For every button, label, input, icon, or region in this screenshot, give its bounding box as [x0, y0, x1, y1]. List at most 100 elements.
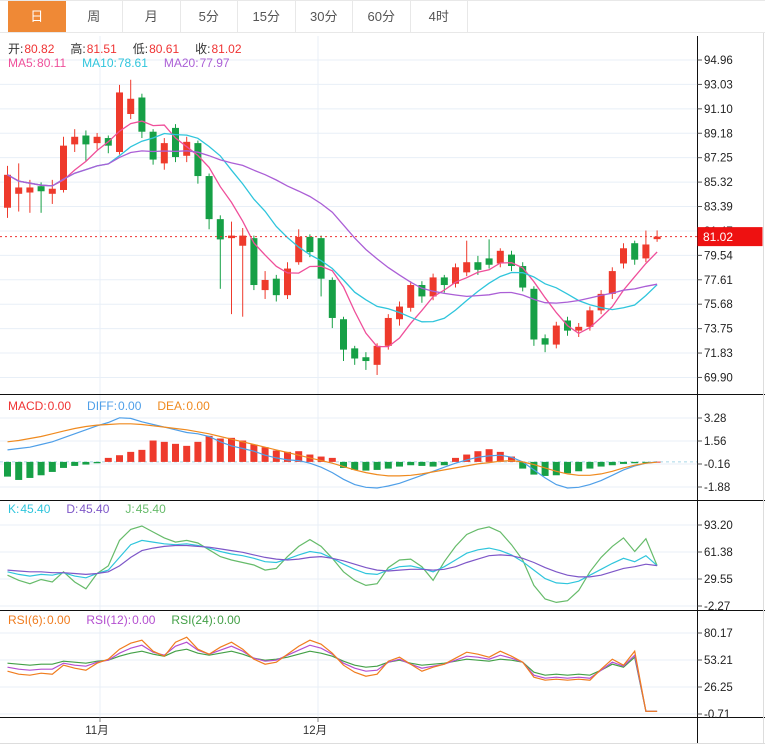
axis-tick-label: 26.25 [704, 682, 733, 694]
candle-body [328, 279, 336, 318]
tab-周[interactable]: 周 [65, 1, 123, 32]
candle-body [250, 238, 258, 286]
tab-60分[interactable]: 60分 [353, 1, 411, 32]
tab-15分[interactable]: 15分 [238, 1, 296, 32]
candle-body [373, 345, 381, 365]
macd-bar [205, 435, 213, 462]
tab-5分[interactable]: 5分 [180, 1, 238, 32]
x-axis-label: 11月 [85, 725, 108, 737]
tab-月[interactable]: 月 [123, 1, 181, 32]
macd-bar [620, 461, 627, 464]
candle-body [239, 235, 247, 246]
macd-bar [272, 450, 280, 462]
macd-bar [597, 461, 605, 467]
candle-body [60, 145, 67, 190]
macd-bar [116, 455, 123, 462]
candle-body [351, 348, 359, 359]
candle-body [620, 248, 627, 264]
candle-body [306, 236, 314, 253]
macd-bar [194, 441, 202, 462]
macd-bar [127, 451, 135, 462]
axis-tick-label: -0.16 [704, 459, 730, 471]
axis-tick-label: 79.54 [704, 250, 733, 262]
candle-body [597, 293, 605, 311]
macd-bar [564, 461, 571, 474]
macd-bar [474, 451, 482, 462]
legend-item: 高:81.51 [70, 42, 117, 56]
candle-body [541, 338, 549, 345]
candle-body [216, 219, 224, 240]
candle-body [496, 250, 504, 264]
macd-bar [496, 451, 504, 462]
macd-bar [93, 461, 101, 464]
candle-body [272, 278, 280, 296]
macd-bar [586, 461, 594, 469]
macd-bar [396, 461, 403, 467]
legend-item: K:45.40 [8, 502, 51, 516]
macd-legend: MACD:0.00 DIFF:0.00 DEA:0.00 [8, 399, 226, 413]
legend-item: DEA:0.00 [157, 399, 210, 413]
candle-body [362, 357, 370, 362]
macd-bar [138, 449, 146, 462]
macd-layer [4, 417, 661, 489]
tab-30分[interactable]: 30分 [295, 1, 353, 32]
macd-bar [15, 461, 23, 480]
legend-item: 开:80.82 [8, 42, 55, 56]
axis-tick-label: 1.56 [704, 436, 726, 448]
macd-bar [373, 461, 381, 470]
macd-bar [82, 461, 90, 465]
legend-item: DIFF:0.00 [87, 399, 142, 413]
rsi24-line [7, 648, 658, 712]
legend-item: 低:80.61 [132, 42, 180, 56]
legend-item: J:45.40 [125, 502, 166, 516]
last-price-marker: 81.02 [697, 227, 763, 247]
macd-bar [183, 445, 191, 462]
macd-bar [60, 461, 67, 468]
candle-body [295, 236, 303, 263]
candle-body [530, 288, 538, 340]
macd-bar [552, 461, 560, 476]
macd-bar [317, 456, 325, 462]
axis-tick-label: 29.55 [704, 574, 733, 586]
tab-4时[interactable]: 4时 [410, 1, 468, 32]
candle-body [172, 127, 179, 158]
axis-tick-label: 94.96 [704, 55, 733, 67]
chart-content [0, 79, 697, 712]
candle-body [317, 238, 325, 279]
candle-body [452, 267, 459, 284]
axis-tick-label: -0.71 [704, 709, 730, 721]
axis-tick-label: 83.39 [704, 202, 733, 214]
macd-bar [452, 457, 459, 462]
macd-bar [48, 461, 56, 472]
axis-tick-label: -2.27 [704, 601, 730, 613]
axis-tick-label: 53.21 [704, 655, 733, 667]
rsi6-line [7, 636, 658, 712]
tab-日[interactable]: 日 [8, 1, 66, 32]
d-line [7, 544, 658, 578]
legend-item: RSI(6):0.00 [8, 613, 71, 627]
rsi-legend: RSI(6):0.00 RSI(12):0.00 RSI(24):0.00 [8, 613, 256, 627]
candle-body [82, 135, 90, 145]
candle-body [384, 317, 392, 346]
macd-bar [328, 457, 336, 462]
ma-legend: MA5:80.11 MA10:78.61 MA20:77.97 [8, 56, 246, 70]
macd-bar [530, 461, 538, 475]
axis-tick-label: -1.88 [704, 482, 730, 494]
macd-bar [541, 461, 549, 476]
axis-tick-label: 85.32 [704, 177, 733, 189]
candle-body [26, 187, 34, 193]
candle-body [4, 174, 11, 208]
ma20-line [7, 150, 658, 304]
candle-body [93, 136, 101, 144]
macd-bar [575, 461, 583, 472]
axis-tick-label: 77.61 [704, 275, 733, 287]
ma10-line [7, 132, 658, 323]
macd-bar [284, 451, 291, 462]
candle-body [485, 258, 493, 265]
macd-bar [239, 440, 247, 462]
macd-bar [407, 461, 415, 466]
candle-body [429, 277, 437, 297]
macd-bar [71, 461, 79, 466]
